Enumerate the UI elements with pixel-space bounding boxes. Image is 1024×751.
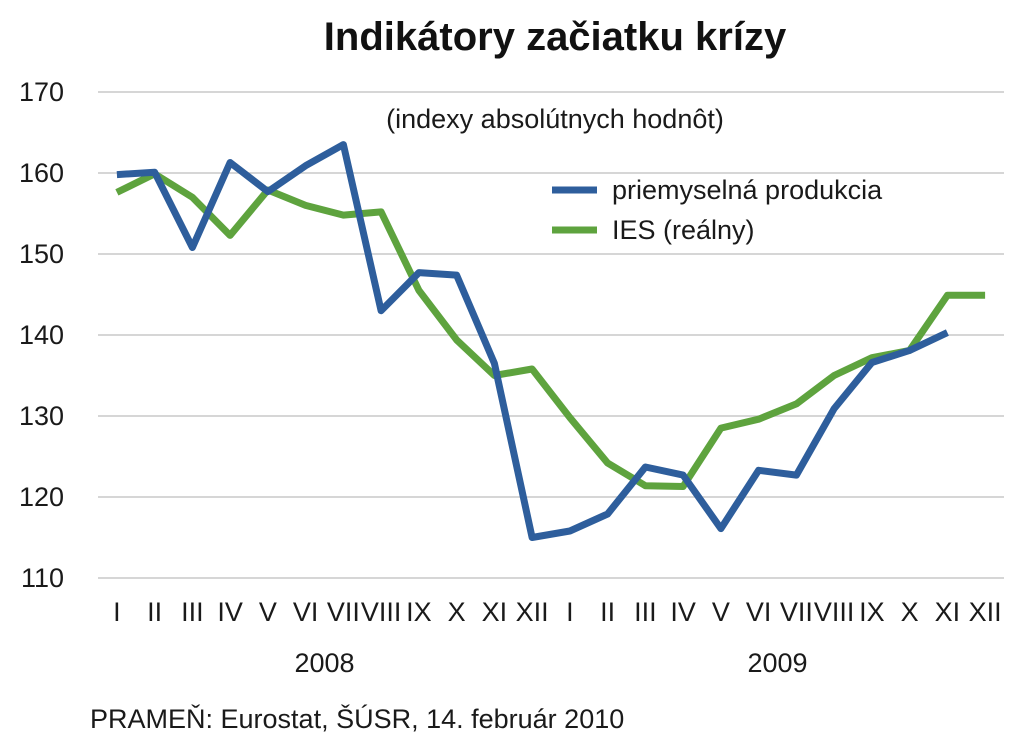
x-tick-label: V — [712, 597, 730, 627]
year-label: 2009 — [747, 648, 807, 678]
x-tick-label: I — [113, 597, 121, 627]
x-tick-label: VIII — [361, 597, 402, 627]
x-tick-label: I — [566, 597, 574, 627]
x-tick-label: X — [901, 597, 919, 627]
x-axis-ticks: I II III IV V VI VII VIII IX X XI XII I II III IV V VI VII… — [113, 597, 1002, 627]
y-tick-label: 140 — [19, 320, 64, 350]
y-tick-label: 150 — [19, 239, 64, 269]
x-tick-label: X — [448, 597, 466, 627]
x-tick-label: V — [259, 597, 277, 627]
y-tick-label: 130 — [19, 401, 64, 431]
x-tick-label: XI — [935, 597, 961, 627]
legend-label: IES (reálny) — [612, 215, 755, 245]
x-tick-label: IX — [859, 597, 885, 627]
legend-label: priemyselná produkcia — [612, 175, 883, 205]
x-tick-label: III — [634, 597, 657, 627]
x-tick-label: II — [147, 597, 162, 627]
y-tick-label: 160 — [19, 158, 64, 188]
x-tick-label: VI — [746, 597, 772, 627]
x-tick-label: VI — [293, 597, 319, 627]
y-axis-ticks: 110 120 130 140 150 160 170 — [19, 77, 64, 593]
x-tick-label: XII — [969, 597, 1002, 627]
x-tick-label: III — [181, 597, 204, 627]
series-line — [116, 141, 949, 541]
x-tick-label: XII — [516, 597, 549, 627]
x-tick-label: VII — [327, 597, 360, 627]
y-tick-label: 110 — [21, 563, 64, 593]
x-tick-label: IV — [217, 597, 243, 627]
x-tick-label: XI — [482, 597, 508, 627]
y-tick-label: 170 — [19, 77, 64, 107]
x-tick-label: IV — [670, 597, 696, 627]
chart-title: Indikátory začiatku krízy — [324, 15, 787, 59]
x-tick-label: II — [600, 597, 615, 627]
source-note: PRAMEŇ: Eurostat, ŠÚSR, 14. február 2010 — [90, 703, 624, 734]
legend: priemyselná produkcia IES (reálny) — [552, 175, 883, 245]
x-tick-label: VII — [780, 597, 813, 627]
chart-subtitle: (indexy absolútnych hodnôt) — [386, 104, 724, 134]
x-tick-label: IX — [406, 597, 432, 627]
x-tick-label: VIII — [814, 597, 855, 627]
series-lines — [115, 141, 986, 541]
series-line — [115, 170, 986, 490]
y-tick-label: 120 — [19, 482, 64, 512]
year-label: 2008 — [294, 648, 354, 678]
year-labels: 2008 2009 — [294, 648, 807, 678]
